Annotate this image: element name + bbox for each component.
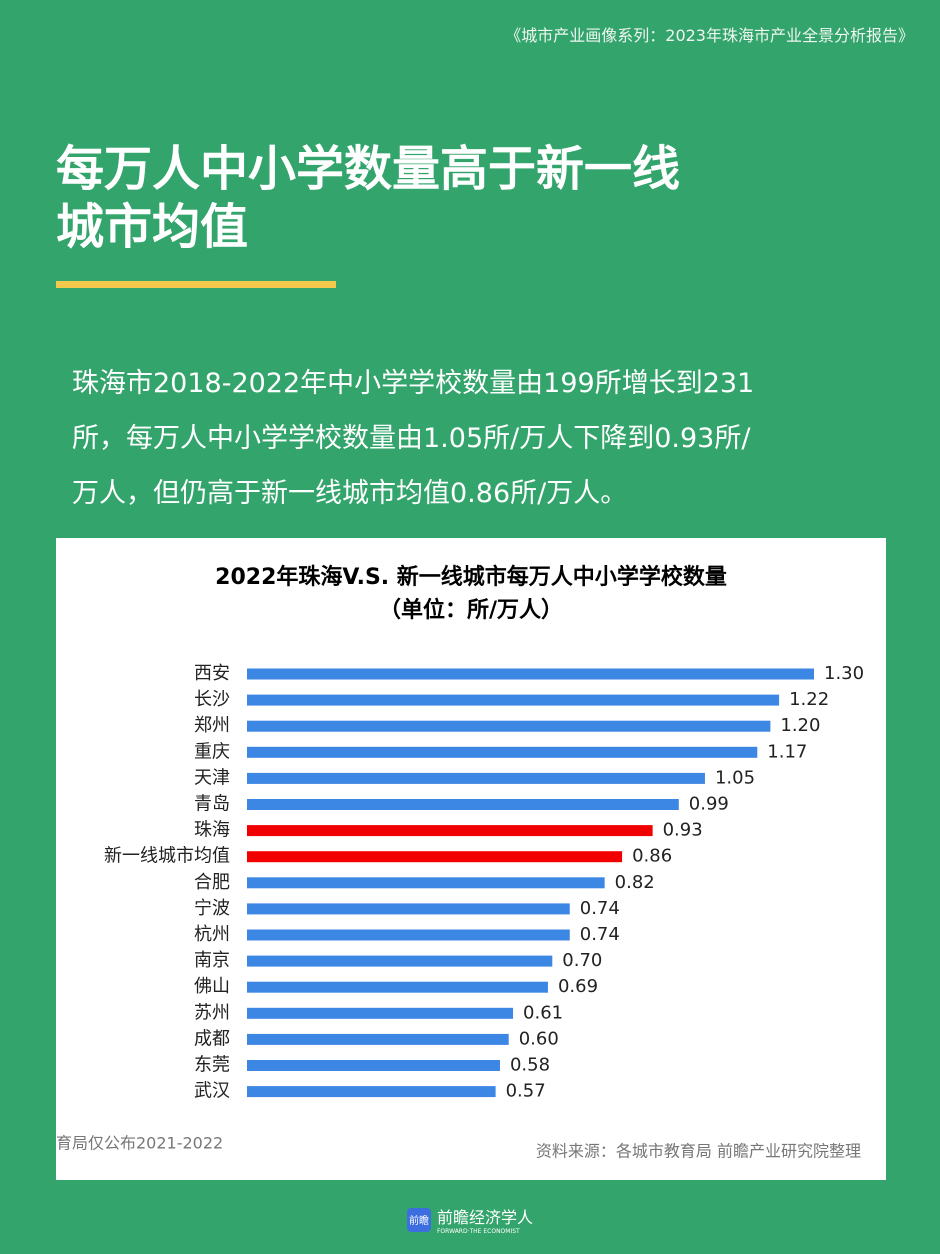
value-label: 1.20 bbox=[780, 715, 820, 736]
bar bbox=[247, 929, 570, 941]
footer-icon: 前瞻 bbox=[406, 1207, 431, 1232]
category-label: 杭州 bbox=[194, 924, 230, 945]
paragraph-line: 珠海市2018-2022年中小学学校数量由199所增长到231 bbox=[72, 368, 755, 399]
value-label: 0.69 bbox=[558, 976, 598, 997]
paragraph-line: 万人，但仍高于新一线城市均值0.86所/万人。 bbox=[72, 478, 628, 509]
bar bbox=[247, 1060, 500, 1071]
bar bbox=[247, 772, 705, 784]
category-label: 南京 bbox=[194, 950, 230, 971]
bar bbox=[247, 694, 780, 706]
value-label: 0.74 bbox=[580, 924, 620, 945]
chart-title: 2022年珠海V.S. 新一线城市每万人中小学学校数量 bbox=[215, 564, 727, 590]
note: 育局仅公布2021-2022 bbox=[56, 1134, 223, 1153]
category-label: 佛山 bbox=[194, 976, 230, 997]
value-label: 0.74 bbox=[580, 898, 620, 919]
category-label: 珠海 bbox=[194, 820, 230, 841]
value-label: 0.93 bbox=[663, 820, 703, 841]
category-label: 合肥 bbox=[194, 872, 230, 893]
bar bbox=[247, 903, 570, 915]
value-label: 0.82 bbox=[615, 872, 655, 893]
bar bbox=[247, 877, 605, 889]
bar bbox=[247, 799, 679, 810]
category-label: 长沙 bbox=[194, 689, 230, 710]
footer: 前瞻 前瞻经济学人 FORWARD·THE ECONOMIST bbox=[0, 1204, 940, 1235]
category-label: 天津 bbox=[194, 767, 230, 788]
category-label: 武汉 bbox=[194, 1081, 230, 1102]
value-label: 1.05 bbox=[715, 767, 755, 788]
footer-brand: 前瞻经济学人 bbox=[436, 1208, 533, 1227]
category-label: 宁波 bbox=[194, 898, 230, 919]
bar bbox=[247, 851, 623, 863]
category-label: 东莞 bbox=[194, 1055, 230, 1076]
source: 资料来源：各城市教育局 前瞻产业研究院整理 bbox=[536, 1142, 861, 1161]
bar bbox=[247, 1007, 514, 1019]
footer-brand-block: 前瞻经济学人 FORWARD·THE ECONOMIST bbox=[437, 1204, 533, 1235]
category-label: 重庆 bbox=[194, 741, 230, 762]
bar bbox=[247, 1086, 496, 1098]
title-line: 每万人中小学数量高于新一线 bbox=[56, 141, 681, 197]
value-label: 0.70 bbox=[562, 950, 602, 971]
bar bbox=[247, 746, 758, 758]
bar bbox=[247, 981, 548, 993]
accent-bar bbox=[56, 281, 336, 288]
category-label: 苏州 bbox=[194, 1002, 230, 1023]
category-label: 新一线城市均值 bbox=[104, 846, 230, 867]
category-label: 成都 bbox=[194, 1028, 230, 1049]
value-label: 1.22 bbox=[789, 689, 829, 710]
bar bbox=[247, 668, 814, 680]
value-label: 0.58 bbox=[510, 1055, 550, 1076]
chart: 2022年珠海V.S. 新一线城市每万人中小学学校数量 （单位：所/万人） 育局… bbox=[56, 564, 864, 1161]
value-label: 0.86 bbox=[632, 846, 672, 867]
value-label: 0.60 bbox=[519, 1028, 559, 1049]
bar bbox=[247, 825, 653, 837]
paragraph-line: 所，每万人中小学学校数量由1.05所/万人下降到0.93所/ bbox=[72, 423, 751, 454]
category-label: 郑州 bbox=[194, 715, 230, 736]
paragraph: 珠海市2018-2022年中小学学校数量由199所增长到231 所，每万人中小学… bbox=[72, 356, 754, 521]
bar bbox=[247, 1033, 509, 1045]
value-label: 0.99 bbox=[689, 794, 729, 815]
value-label: 1.17 bbox=[767, 741, 807, 762]
title-line: 城市均值 bbox=[56, 199, 249, 255]
bar bbox=[247, 720, 771, 732]
header: 《城市产业画像系列：2023年珠海市产业全景分析报告》 bbox=[505, 26, 914, 45]
value-label: 0.57 bbox=[506, 1081, 546, 1102]
chart-subtitle: （单位：所/万人） bbox=[379, 597, 563, 623]
category-label: 青岛 bbox=[194, 794, 230, 815]
value-label: 0.61 bbox=[523, 1002, 563, 1023]
footer-tagline: FORWARD·THE ECONOMIST bbox=[436, 1228, 520, 1235]
title: 每万人中小学数量高于新一线 城市均值 bbox=[56, 140, 680, 256]
chart-card: 2022年珠海V.S. 新一线城市每万人中小学学校数量 （单位：所/万人） 育局… bbox=[56, 538, 886, 1180]
category-label: 西安 bbox=[194, 663, 230, 684]
value-label: 1.30 bbox=[824, 663, 864, 684]
bar bbox=[247, 955, 553, 967]
